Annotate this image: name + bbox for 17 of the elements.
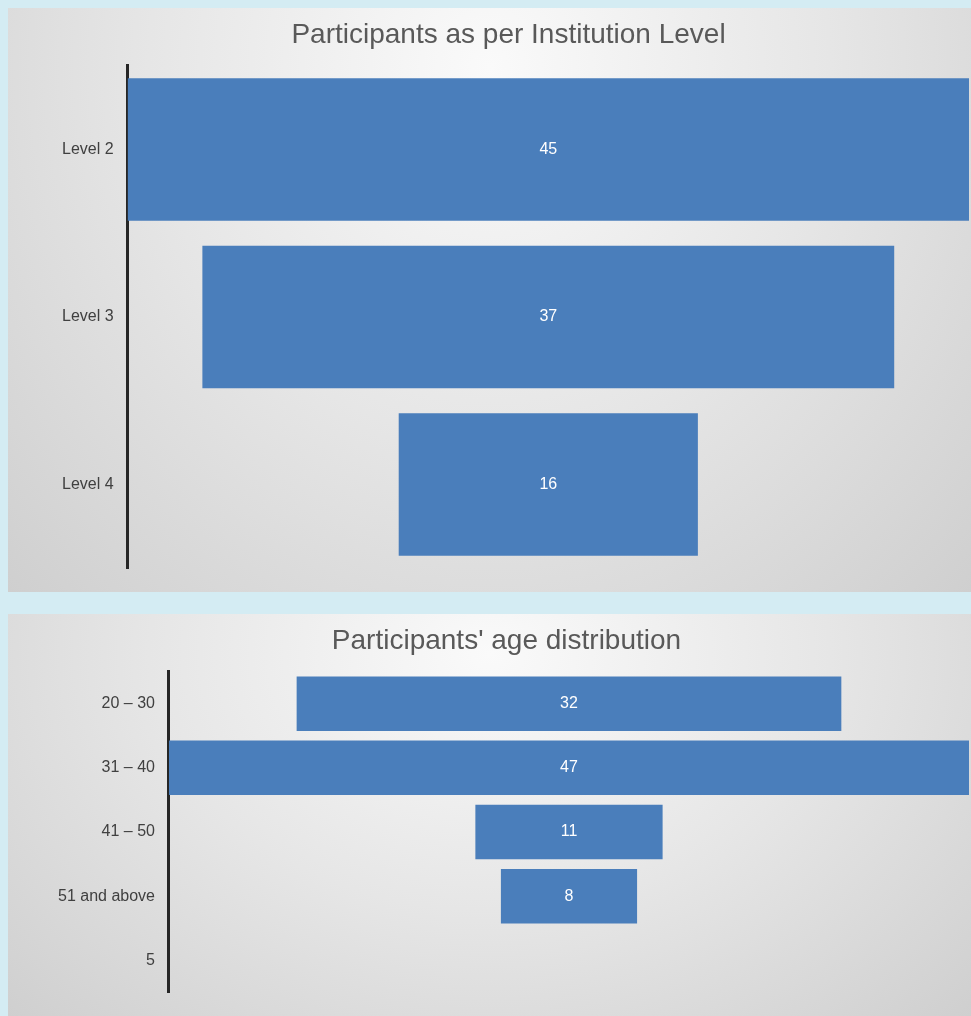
text: Participants' age distribution (331, 623, 682, 655)
data-label: 8 (564, 886, 574, 904)
category-label: 51 and above (57, 886, 156, 904)
data-label: 11 (560, 822, 578, 840)
category-label: 5 (146, 950, 156, 968)
category-label: Level 2 (62, 139, 114, 157)
category-label: Level 3 (62, 307, 114, 325)
data-label: 16 (539, 475, 558, 493)
data-label: 37 (539, 307, 558, 325)
data-label: 45 (539, 139, 558, 157)
data-label: 47 (560, 758, 578, 776)
category-label: Level 4 (62, 475, 114, 493)
category-label: 41 – 50 (101, 822, 156, 840)
category-label: 31 – 40 (101, 758, 156, 776)
category-label: 20 – 30 (101, 694, 156, 712)
text: Participants as per Institution Level (291, 17, 726, 49)
data-label: 32 (560, 694, 578, 712)
